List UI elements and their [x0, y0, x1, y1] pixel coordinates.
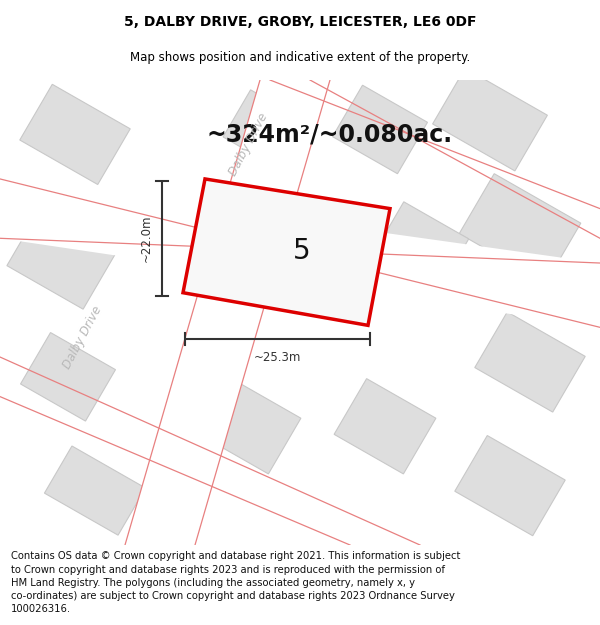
Text: ~25.3m: ~25.3m: [254, 351, 301, 364]
Bar: [475, 312, 585, 412]
Bar: [455, 436, 565, 536]
Bar: [433, 68, 547, 171]
Bar: [223, 90, 307, 169]
Bar: [20, 332, 115, 421]
Polygon shape: [125, 80, 330, 545]
Text: Dalby Drive: Dalby Drive: [60, 304, 104, 371]
Text: 5: 5: [293, 238, 310, 266]
Text: Map shows position and indicative extent of the property.: Map shows position and indicative extent…: [130, 51, 470, 64]
Bar: [44, 446, 146, 535]
Bar: [334, 379, 436, 474]
Bar: [20, 84, 130, 184]
Bar: [227, 178, 352, 298]
Bar: [199, 379, 301, 474]
Text: 5, DALBY DRIVE, GROBY, LEICESTER, LE6 0DF: 5, DALBY DRIVE, GROBY, LEICESTER, LE6 0D…: [124, 16, 476, 29]
Bar: [459, 174, 581, 283]
Text: Dalby Drive: Dalby Drive: [226, 111, 270, 178]
Bar: [371, 202, 469, 294]
Text: Contains OS data © Crown copyright and database right 2021. This information is : Contains OS data © Crown copyright and d…: [11, 551, 460, 614]
Text: ~22.0m: ~22.0m: [139, 214, 152, 262]
Bar: [332, 85, 427, 174]
Bar: [7, 197, 123, 309]
Polygon shape: [183, 179, 390, 326]
Polygon shape: [0, 179, 600, 328]
Text: ~324m²/~0.080ac.: ~324m²/~0.080ac.: [207, 122, 453, 146]
